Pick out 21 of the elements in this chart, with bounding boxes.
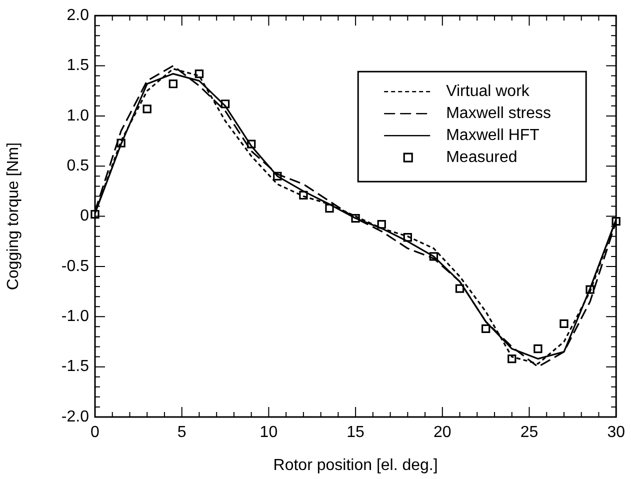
x-tick-label: 15 [346,424,365,442]
y-tick-label: 2.0 [66,7,90,24]
x-axis-title: Rotor position [el. deg.] [273,456,438,474]
legend-label: Measured [446,149,518,166]
legend-label: Virtual work [446,83,530,100]
y-tick-label: 1.5 [66,57,90,74]
y-tick-label: 0.5 [66,158,90,175]
x-tick-label: 5 [177,424,186,442]
y-tick-label: 1.0 [66,107,90,124]
legend-label: Maxwell stress [446,105,552,122]
y-axis-title: Cogging torque [Nm] [5,142,22,290]
x-tick-label: 25 [520,424,538,442]
y-tick-label: 0 [80,208,90,225]
y-tick-label: -2.0 [61,408,90,426]
x-tick-label: 10 [260,424,278,442]
legend-label: Maxwell HFT [446,127,540,144]
y-tick-label: -0.5 [61,258,90,275]
y-tick-label: -1.5 [61,358,90,376]
x-tick-label: 30 [607,424,626,442]
y-tick-label: -1.0 [61,308,90,326]
x-tick-label: 20 [434,424,452,442]
